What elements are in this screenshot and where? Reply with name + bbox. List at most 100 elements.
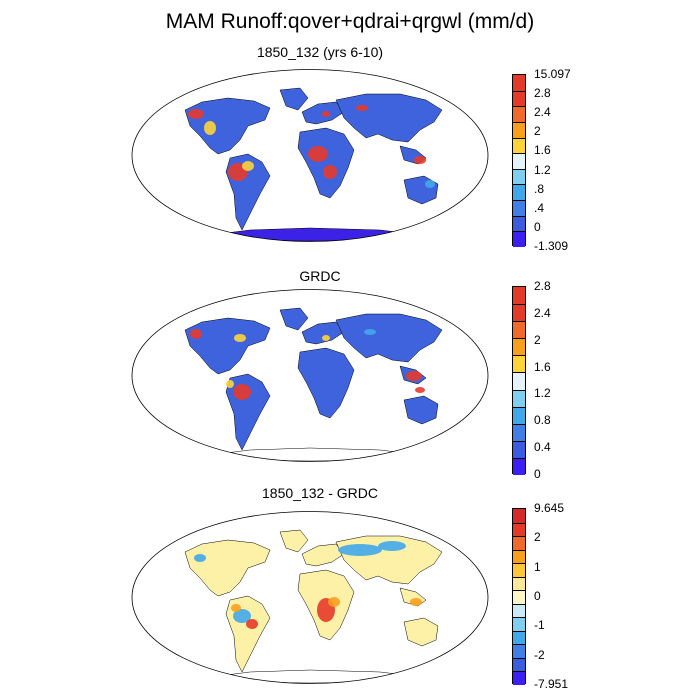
runoff-patch [323, 165, 337, 179]
colorbar-tick-label: 1.6 [534, 359, 551, 374]
colorbar-swatch [513, 406, 525, 424]
runoff-patch [328, 597, 340, 607]
runoff-patch [231, 604, 241, 612]
runoff-patch [190, 329, 202, 339]
colorbar-swatch [513, 617, 525, 631]
colorbar-swatch [513, 509, 525, 523]
colorbar-swatch [513, 106, 525, 122]
colorbar-swatch [513, 549, 525, 564]
runoff-patch [188, 109, 204, 119]
colorbar-tick-label: -7.951 [534, 677, 569, 691]
runoff-patch [415, 387, 425, 393]
colorbar-swatch [513, 338, 525, 356]
figure-title: MAM Runoff:qover+qdrai+qrgwl (mm/d) [165, 10, 535, 33]
colorbar-tick-label: 0 [534, 219, 541, 234]
colorbar-tick-label: 2.8 [534, 279, 551, 293]
runoff-patch [378, 541, 406, 551]
europe-land [301, 321, 345, 345]
runoff-patch [233, 609, 251, 623]
runoff-patch [226, 380, 234, 388]
colorbar-swatch [513, 287, 525, 305]
colorbar-tick-label: 2 [534, 530, 541, 545]
panel-2-colorbar [512, 286, 526, 475]
runoff-patch [425, 180, 435, 188]
colorbar-swatch [513, 168, 525, 185]
colorbar-swatch [513, 184, 525, 201]
runoff-patch [410, 598, 422, 606]
australia-land [403, 395, 439, 425]
runoff-patch [406, 371, 422, 381]
colorbar-tick-label: -1 [534, 618, 545, 633]
panel-3-colorbar [512, 508, 526, 685]
colorbar-tick-label: .8 [534, 181, 545, 196]
north-america-land [184, 317, 271, 375]
colorbar-tick-label: 2.8 [534, 86, 551, 101]
panel-2-map [131, 289, 489, 462]
asia-land [335, 313, 443, 363]
colorbar-swatch [513, 590, 525, 604]
africa-land [297, 347, 355, 419]
colorbar-tick-label: 1.2 [534, 386, 551, 401]
colorbar-swatch [513, 576, 525, 591]
colorbar-swatch [513, 522, 525, 537]
colorbar-tick-label: 9.645 [534, 501, 565, 515]
runoff-patch [194, 554, 206, 562]
europe-land [301, 543, 345, 567]
colorbar-swatch [513, 563, 525, 577]
colorbar-swatch [513, 90, 525, 107]
australia-land [403, 617, 439, 647]
greenland-land [279, 307, 309, 331]
colorbar-tick-label: 0 [534, 589, 541, 603]
colorbar-swatch [513, 603, 525, 618]
colorbar-swatch [513, 215, 525, 232]
colorbar-tick-label: 2.4 [534, 105, 551, 120]
panel-3-map [131, 511, 489, 684]
colorbar-swatch [513, 423, 525, 441]
colorbar-tick-label: 0.8 [534, 413, 551, 428]
north-america-land [184, 97, 271, 155]
colorbar-swatch [513, 389, 525, 407]
map-border [131, 289, 489, 462]
colorbar-swatch [513, 355, 525, 373]
runoff-patch [322, 111, 330, 117]
runoff-patch [308, 146, 328, 162]
colorbar-swatch [513, 671, 525, 685]
runoff-patch [233, 384, 251, 400]
colorbar-swatch [513, 657, 525, 672]
panel-2-title: GRDC [299, 268, 341, 284]
colorbar-tick-label: 15.097 [534, 67, 571, 81]
north-america-land [184, 539, 271, 597]
colorbar-tick-label: 0 [534, 467, 541, 481]
colorbar-swatch [513, 137, 525, 154]
colorbar-swatch [513, 200, 525, 216]
runoff-patch [364, 329, 376, 335]
colorbar-tick-label: 0.4 [534, 440, 551, 455]
colorbar-tick-label: 2.4 [534, 305, 551, 320]
colorbar-tick-label: 1.6 [534, 143, 551, 158]
runoff-patch [338, 544, 382, 556]
runoff-patch [204, 121, 216, 135]
runoff-patch [234, 334, 246, 342]
greenland-land [279, 87, 309, 111]
colorbar-swatch [513, 440, 525, 458]
colorbar-tick-label: 2 [534, 332, 541, 347]
colorbar-tick-label: 1.2 [534, 162, 551, 177]
colorbar-tick-label: 2 [534, 124, 541, 139]
colorbar-swatch [513, 321, 525, 339]
africa-land [297, 127, 355, 199]
colorbar-swatch [513, 457, 525, 475]
panel-1-colorbar [512, 74, 526, 247]
colorbar-swatch [513, 630, 525, 645]
colorbar-swatch [513, 536, 525, 550]
map-border [131, 69, 489, 242]
map-border [131, 511, 489, 684]
runoff-patch [356, 105, 368, 111]
colorbar-swatch [513, 372, 525, 390]
colorbar-tick-label: -1.309 [534, 239, 569, 253]
runoff-patch [414, 156, 426, 164]
colorbar-swatch [513, 75, 525, 91]
colorbar-swatch [513, 644, 525, 658]
colorbar-swatch [513, 304, 525, 322]
colorbar-tick-label: .4 [534, 200, 545, 215]
colorbar-tick-label: 1 [534, 559, 541, 574]
